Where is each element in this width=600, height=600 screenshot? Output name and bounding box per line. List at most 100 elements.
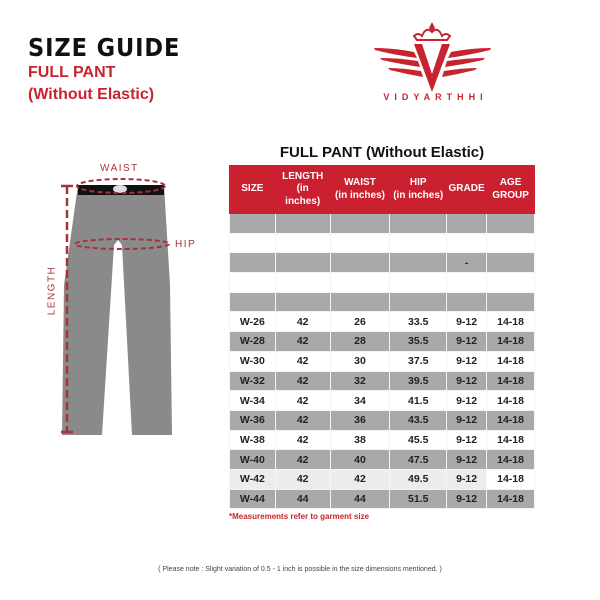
column-header-line: SIZE xyxy=(241,183,264,195)
table-cell: 38 xyxy=(329,429,391,451)
size-table: SIZE LENGTH (in inches) WAIST (in inches) HIP(… xyxy=(229,165,535,510)
table-cell: 9-12 xyxy=(446,370,488,392)
column-header-line: AGE xyxy=(499,177,522,188)
table-cell xyxy=(446,232,488,254)
table-cell: W-30 xyxy=(229,350,276,372)
table-title: FULL PANT (Without Elastic) xyxy=(279,144,485,161)
table-cell: 9-12 xyxy=(446,409,488,431)
table-row: W-36 42 36 43.5 9-12 14-18 xyxy=(229,409,535,431)
table-row xyxy=(229,272,535,293)
table-cell xyxy=(329,232,391,254)
table-cell: 49.5 xyxy=(389,468,448,490)
table-cell: 44 xyxy=(274,488,331,510)
table-cell: 43.5 xyxy=(389,409,448,431)
table-cell xyxy=(389,232,448,254)
column-header-line: GRADE xyxy=(448,183,485,195)
measurement-note: *Measurements refer to garment size xyxy=(229,512,370,521)
table-cell: 14-18 xyxy=(486,429,535,451)
table-cell xyxy=(329,291,391,313)
table-cell: 9-12 xyxy=(446,429,488,451)
table-cell: 14-18 xyxy=(486,409,535,431)
table-cell xyxy=(229,252,276,274)
table-cell xyxy=(329,252,391,274)
column-header-line: HIP xyxy=(409,177,427,188)
table-row: W-32 42 32 39.5 9-12 14-18 xyxy=(229,370,535,392)
column-header: LENGTH (in inches) xyxy=(274,165,331,214)
table-cell: W-36 xyxy=(229,409,276,431)
table-cell: 35.5 xyxy=(389,331,448,352)
table-cell xyxy=(274,252,331,274)
table-row: W-28 42 28 35.5 9-12 14-18 xyxy=(229,331,535,352)
table-cell xyxy=(446,213,488,234)
table-cell: 40 xyxy=(329,449,391,470)
table-cell: 42 xyxy=(274,370,331,392)
table-row: W-26 42 26 33.5 9-12 14-18 xyxy=(229,311,535,333)
table-cell: 42 xyxy=(274,468,331,490)
table-cell: 32 xyxy=(329,370,391,392)
pants-diagram xyxy=(61,178,172,435)
table-row xyxy=(229,213,535,234)
table-cell xyxy=(274,272,331,293)
table-cell: 39.5 xyxy=(389,370,448,392)
table-cell: - xyxy=(446,252,488,274)
table-cell: W-32 xyxy=(229,370,276,392)
table-cell: 36 xyxy=(329,409,391,431)
column-header-line: LENGTH xyxy=(282,170,324,182)
table-cell xyxy=(229,291,276,313)
table-cell: 14-18 xyxy=(486,331,535,352)
table-cell: 9-12 xyxy=(446,488,488,510)
table-cell xyxy=(486,252,535,274)
column-header: SIZE xyxy=(229,165,276,214)
column-header: WAIST (in inches) xyxy=(329,165,391,214)
table-row: - xyxy=(229,252,535,274)
column-header-line: inches) xyxy=(285,195,321,207)
table-cell xyxy=(274,213,331,234)
table-cell xyxy=(389,291,448,313)
column-header-line: GROUP xyxy=(492,189,529,201)
table-cell: 9-12 xyxy=(446,331,488,352)
table-cell: 34 xyxy=(329,390,391,411)
hip-label: HIP xyxy=(175,239,197,250)
table-cell: 42 xyxy=(329,468,391,490)
table-cell: 42 xyxy=(274,311,331,333)
table-cell: 42 xyxy=(274,331,331,352)
table-cell: W-28 xyxy=(229,331,276,352)
table-cell xyxy=(229,272,276,293)
table-cell: W-34 xyxy=(229,390,276,411)
table-cell: 30 xyxy=(329,350,391,372)
variation-note: ( Please note : Slight variation of 0.5 … xyxy=(158,566,442,573)
column-header-line: (in xyxy=(296,183,309,195)
table-cell: 42 xyxy=(274,409,331,431)
table-cell xyxy=(274,232,331,254)
column-header-line: (in inches) xyxy=(393,189,444,201)
table-row: W-40 42 40 47.5 9-12 14-18 xyxy=(229,449,535,470)
table-cell: W-38 xyxy=(229,429,276,451)
table-cell: 14-18 xyxy=(486,390,535,411)
table-cell: 42 xyxy=(274,429,331,451)
table-row: W-34 42 34 41.5 9-12 14-18 xyxy=(229,390,535,411)
table-cell: 45.5 xyxy=(389,429,448,451)
table-row xyxy=(229,291,535,313)
table-cell xyxy=(229,232,276,254)
column-header: AGE GROUP xyxy=(486,165,535,214)
table-row: W-30 42 30 37.5 9-12 14-18 xyxy=(229,350,535,372)
table-cell xyxy=(389,272,448,293)
table-cell xyxy=(446,272,488,293)
table-cell: 33.5 xyxy=(389,311,448,333)
table-cell xyxy=(446,291,488,313)
table-cell: W-26 xyxy=(229,311,276,333)
column-header-line: (in inches) xyxy=(334,189,385,201)
table-cell: 41.5 xyxy=(389,390,448,411)
length-label: LENGTH xyxy=(46,265,58,316)
table-cell xyxy=(486,213,535,234)
brand-logo-icon xyxy=(374,22,491,92)
table-row xyxy=(229,232,535,254)
column-header-line: WAIST xyxy=(344,177,376,188)
table-cell: 44 xyxy=(329,488,391,510)
table-cell xyxy=(229,213,276,234)
table-cell: 47.5 xyxy=(389,449,448,470)
table-cell xyxy=(389,213,448,234)
table-row: W-42 42 42 49.5 9-12 14-18 xyxy=(229,468,535,490)
table-cell xyxy=(274,291,331,313)
table-cell xyxy=(389,252,448,274)
